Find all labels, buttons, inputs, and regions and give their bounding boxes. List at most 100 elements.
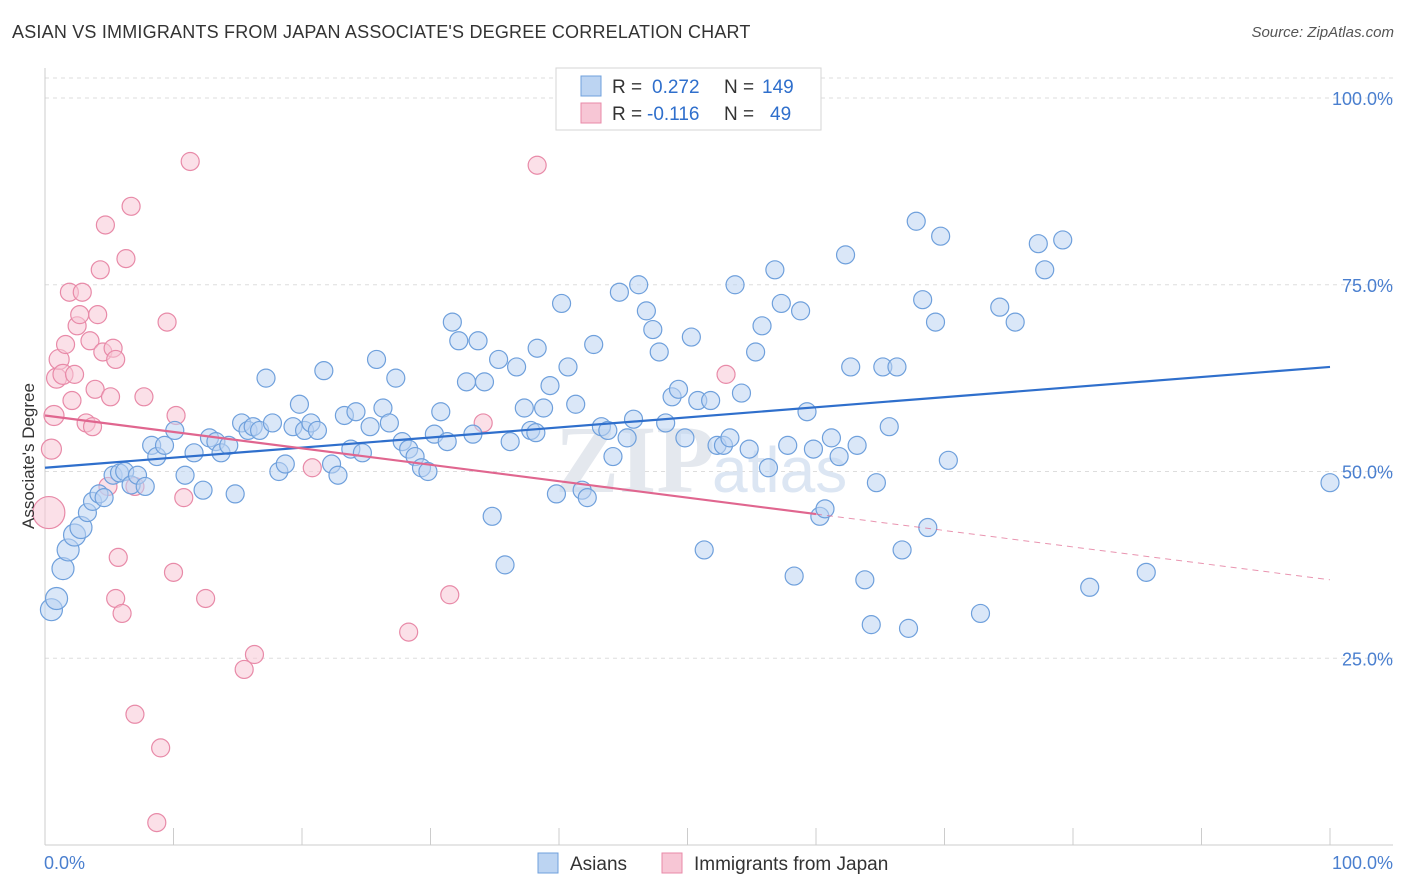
asian-point: [835, 245, 856, 265]
asian-point: [584, 334, 604, 355]
japan-point: [399, 622, 419, 642]
stats-swatch-japan: [580, 102, 602, 124]
trend-lines: [44, 365, 1331, 581]
x-tick-label: 0.0%: [44, 853, 85, 873]
legend-label-japan: Immigrants from Japan: [694, 854, 888, 875]
japan-point: [88, 305, 108, 325]
asian-point: [184, 443, 204, 463]
asian-point: [938, 450, 958, 470]
asian-point: [566, 394, 586, 414]
asian-point: [514, 398, 534, 418]
japan-point: [134, 387, 154, 407]
stats-n-label-japan: N =: [724, 104, 754, 125]
asian-point: [442, 312, 462, 332]
asian-point: [225, 484, 245, 504]
asian-point: [603, 446, 623, 467]
y-tick-label: 50.0%: [1342, 463, 1393, 483]
legend-label-asians: Asians: [570, 854, 627, 875]
asian-point: [526, 423, 546, 443]
japan-point: [72, 282, 92, 302]
source-label: Source: ZipAtlas.com: [1251, 24, 1394, 41]
asian-point: [778, 435, 798, 455]
asian-point: [533, 398, 554, 418]
japan-point: [106, 349, 126, 370]
asian-point: [540, 375, 560, 396]
asian-point: [135, 476, 155, 497]
asian-point: [352, 443, 372, 463]
japan-point: [440, 585, 460, 605]
asian-point: [1080, 577, 1100, 597]
japan-points: [32, 151, 736, 833]
asian-point: [752, 316, 772, 336]
asian-point: [990, 297, 1010, 317]
asian-point: [925, 312, 946, 332]
asian-point: [629, 275, 649, 295]
asian-point: [918, 517, 938, 538]
asian-point: [360, 417, 380, 437]
asian-point: [913, 290, 933, 310]
stats-box: R = 0.272 N = 149 R = -0.116 N = 49: [555, 67, 822, 131]
asian-point: [44, 586, 69, 611]
asian-point: [482, 506, 502, 526]
asian-point: [262, 413, 283, 433]
japan-point: [157, 312, 177, 332]
asian-point: [623, 409, 644, 429]
asian-point: [815, 499, 835, 519]
asian-point: [289, 394, 310, 414]
asian-point: [527, 338, 547, 358]
japan-point: [90, 260, 110, 280]
y-tick-label: 75.0%: [1342, 276, 1393, 296]
japan-point: [64, 364, 85, 384]
japan-point: [125, 704, 145, 724]
japan-trend-line: [44, 414, 817, 516]
japan-point: [40, 438, 63, 460]
japan-point: [116, 249, 136, 269]
japan-point: [32, 495, 66, 530]
asian-point: [739, 439, 759, 459]
asian-point: [551, 293, 572, 314]
asian-point: [506, 357, 527, 377]
asian-point: [931, 226, 951, 246]
japan-point: [112, 603, 132, 624]
x-tick-label: 100.0%: [1332, 853, 1393, 873]
asian-point: [314, 361, 334, 381]
asian-point: [758, 458, 779, 478]
stats-swatch-asian: [580, 75, 602, 97]
asian-point: [790, 301, 811, 321]
japan-point: [85, 379, 105, 399]
asian-point: [1136, 562, 1156, 582]
japan-point: [234, 659, 254, 680]
asian-point: [841, 357, 861, 377]
asian-point: [725, 275, 745, 295]
asian-point: [847, 435, 867, 455]
asian-point: [906, 211, 926, 231]
asian-point: [307, 420, 328, 441]
legend-swatch-asians: [537, 852, 559, 874]
asian-point: [861, 615, 881, 635]
chart-title: ASIAN VS IMMIGRANTS FROM JAPAN ASSOCIATE…: [12, 22, 751, 42]
asian-point: [154, 435, 175, 455]
asian-point: [970, 603, 991, 624]
japan-point: [151, 738, 171, 758]
asian-point: [577, 488, 597, 508]
japan-point: [43, 404, 65, 427]
asian-point: [256, 368, 276, 388]
asian-point: [546, 484, 567, 504]
asian-point: [449, 331, 469, 351]
stats-r-label-asian: R =: [612, 77, 642, 98]
asian-point: [898, 618, 919, 638]
asian-point: [701, 390, 721, 411]
asian-point: [558, 357, 578, 377]
asian-point: [500, 432, 520, 452]
asian-point: [609, 282, 629, 302]
asian-point: [456, 372, 477, 392]
asian-point: [643, 319, 663, 340]
asian-point: [431, 402, 451, 422]
asian-point: [866, 473, 886, 493]
japan-point: [100, 387, 121, 407]
asian-point: [474, 372, 495, 392]
japan-point: [108, 547, 128, 568]
asian-point: [771, 293, 791, 314]
japan-point: [80, 331, 100, 351]
